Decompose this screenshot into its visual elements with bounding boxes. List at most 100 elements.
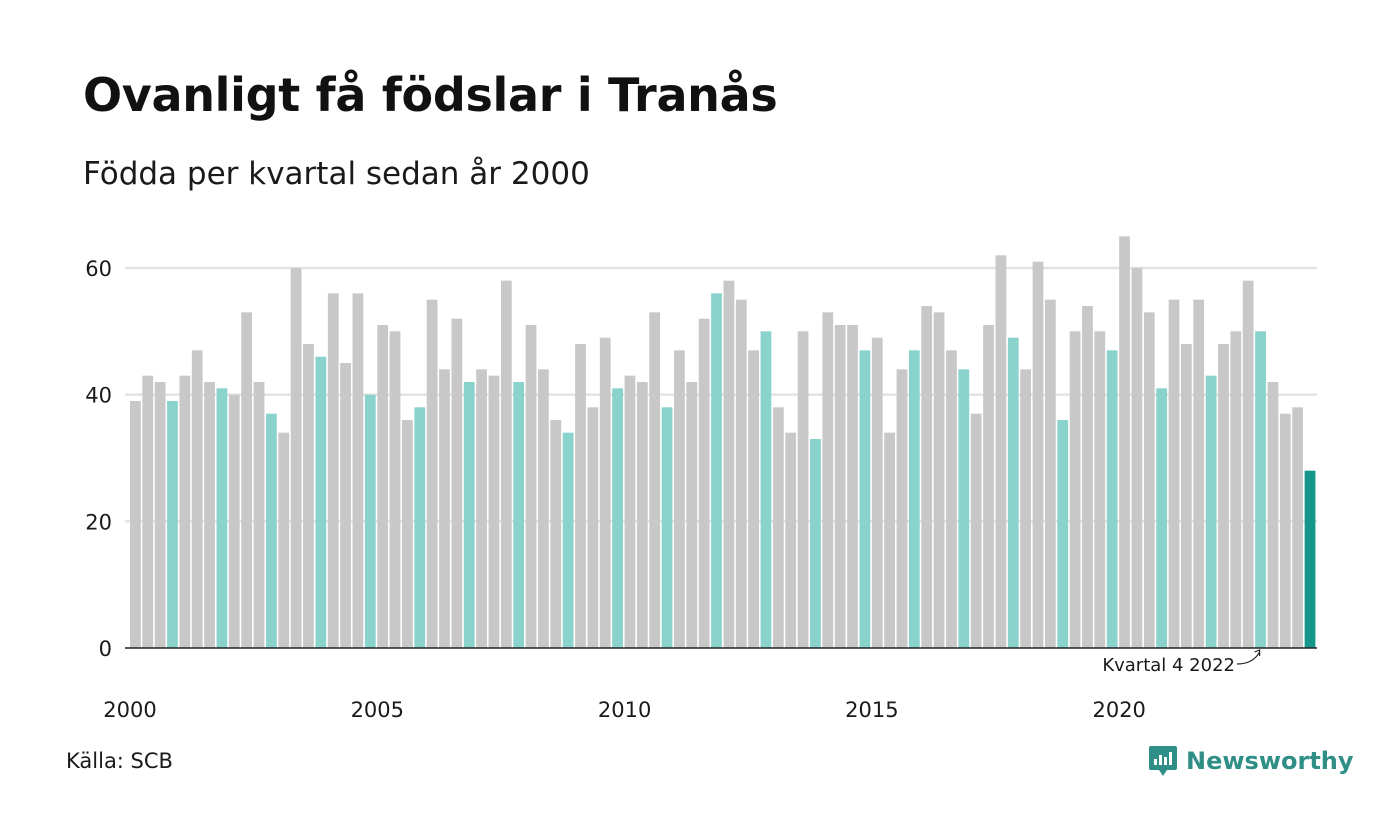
brand-name: Newsworthy: [1186, 747, 1354, 775]
bar-2023-q3: [1292, 407, 1304, 648]
bar-2000-q4: [167, 401, 178, 648]
bar-2003-q4: [315, 356, 327, 648]
bar-2020-q4: [1156, 388, 1168, 648]
bar-2004-q1: [327, 293, 339, 648]
bar-2016-q4: [958, 369, 970, 648]
bar-2015-q2: [884, 432, 895, 648]
bar-2023-q1: [1267, 382, 1279, 648]
bar-2000-q2: [142, 375, 154, 648]
bar-2012-q4: [760, 331, 772, 648]
bar-2005-q3: [402, 420, 413, 648]
bar-2022-q4: [1255, 331, 1266, 648]
bar-2010-q4: [661, 407, 673, 648]
bar-2005-q1: [377, 325, 389, 648]
bar-2002-q4: [266, 413, 277, 648]
bar-2021-q3: [1193, 299, 1205, 648]
bar-2020-q2: [1131, 268, 1143, 648]
bar-2002-q2: [241, 312, 253, 648]
bar-2004-q3: [352, 293, 364, 648]
bar-2020-q1: [1119, 236, 1130, 648]
bar-2006-q2: [439, 369, 450, 648]
bar-2006-q1: [426, 299, 438, 648]
bar-2008-q2: [538, 369, 549, 648]
bar-2002-q1: [228, 394, 240, 648]
bar-2022-q1: [1218, 344, 1229, 648]
x-tick-label: 2010: [598, 698, 651, 722]
bar-2017-q4: [1007, 337, 1019, 648]
bar-2002-q3: [253, 382, 265, 648]
bar-2018-q2: [1032, 261, 1044, 648]
bar-2007-q3: [500, 280, 512, 648]
bar-2009-q2: [587, 407, 599, 648]
bar-2011-q2: [686, 382, 698, 648]
bar-2003-q2: [290, 268, 302, 648]
bar-2019-q1: [1069, 331, 1081, 648]
annotation-arrowhead: [1254, 649, 1261, 656]
bar-2016-q3: [946, 350, 957, 648]
bar-2001-q2: [191, 350, 203, 648]
bar-2009-q4: [612, 388, 623, 648]
bar-2021-q2: [1180, 344, 1192, 648]
y-tick-label: 40: [85, 384, 112, 408]
bar-2016-q1: [921, 306, 933, 648]
bar-2001-q4: [216, 388, 228, 648]
bar-2013-q1: [772, 407, 784, 648]
bar-2007-q1: [476, 369, 487, 648]
bar-2012-q2: [735, 299, 747, 648]
bar-2015-q1: [871, 337, 883, 648]
bar-2014-q3: [847, 325, 858, 648]
bar-2015-q4: [908, 350, 920, 648]
bar-2005-q2: [389, 331, 401, 648]
chart-title: Ovanligt få födslar i Tranås: [83, 68, 778, 122]
bar-2018-q4: [1057, 420, 1069, 648]
bar-2009-q1: [575, 344, 586, 648]
bar-2017-q1: [970, 413, 982, 648]
bar-2019-q4: [1106, 350, 1118, 648]
bar-2019-q3: [1094, 331, 1106, 648]
bar-2007-q2: [488, 375, 500, 648]
y-tick-label: 20: [85, 510, 112, 534]
bar-2014-q2: [834, 325, 846, 648]
bar-2023-q2: [1279, 413, 1291, 648]
bar-2011-q3: [698, 318, 710, 648]
bar-2001-q1: [179, 375, 191, 648]
bar-2014-q1: [822, 312, 834, 648]
bar-2010-q2: [636, 382, 648, 648]
bar-2018-q3: [1044, 299, 1056, 648]
x-tick-label: 2000: [103, 698, 156, 722]
bar-2013-q3: [797, 331, 809, 648]
bar-2013-q2: [785, 432, 797, 648]
bar-2022-q3: [1242, 280, 1254, 648]
bar-2023-q4: [1304, 470, 1316, 648]
bar-2015-q3: [896, 369, 908, 648]
bar-2017-q3: [995, 255, 1007, 648]
x-tick-label: 2005: [351, 698, 404, 722]
bar-2008-q4: [562, 432, 574, 648]
bar-2017-q2: [983, 325, 994, 648]
bar-2006-q3: [451, 318, 463, 648]
bar-2018-q1: [1020, 369, 1032, 648]
bar-2004-q2: [340, 363, 351, 648]
annotation-arrow: [1236, 651, 1261, 665]
x-tick-label: 2020: [1092, 698, 1145, 722]
annotation-label: Kvartal 4 2022: [1102, 655, 1235, 676]
bar-2003-q1: [278, 432, 290, 648]
bar-2011-q1: [674, 350, 685, 648]
y-tick-label: 0: [99, 637, 112, 661]
x-tick-label: 2015: [845, 698, 898, 722]
bar-2008-q3: [550, 420, 562, 648]
bar-2021-q4: [1205, 375, 1217, 648]
bar-2016-q2: [933, 312, 945, 648]
bar-2012-q1: [723, 280, 735, 648]
bar-2013-q4: [810, 439, 821, 648]
bar-2000-q1: [130, 401, 141, 648]
source-label: Källa: SCB: [66, 749, 173, 773]
bar-2010-q1: [624, 375, 636, 648]
bar-2008-q1: [525, 325, 537, 648]
bar-2003-q3: [303, 344, 314, 648]
bar-2022-q2: [1230, 331, 1242, 648]
bar-2000-q3: [154, 382, 166, 648]
newsworthy-logo-icon: [1149, 746, 1177, 776]
bar-2019-q2: [1082, 306, 1093, 648]
